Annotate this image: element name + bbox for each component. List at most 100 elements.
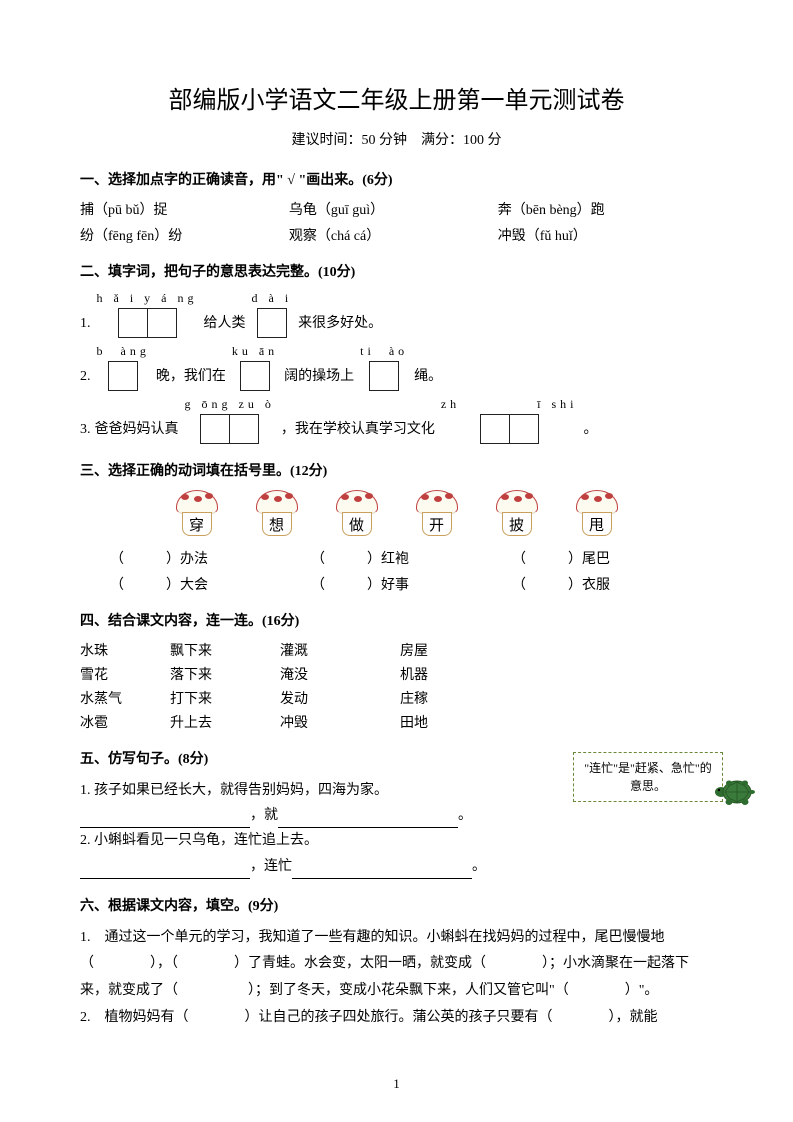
note-box: "连忙"是"赶紧、急忙"的意思。 (573, 752, 723, 802)
q2-text: 阔的操场上 (284, 365, 354, 385)
q4-cell: 灌溉 (280, 640, 400, 660)
char-box (480, 414, 510, 444)
q2-text: 爸爸妈妈认真 (95, 418, 179, 438)
pinyin-box: b àng (97, 344, 150, 391)
mushroom-dot (261, 494, 269, 500)
q2-container: 1. h ǎ i y á ng 给人类 d à i 来很多好处。 2. b àng 晚，我们在… (80, 291, 713, 444)
mushroom: 穿 (172, 490, 222, 536)
q5-end: 。 (458, 808, 472, 823)
mushroom-label: 做 (342, 512, 372, 536)
q2-text: 来很多好处。 (298, 312, 382, 332)
q6-p2: 2. 植物妈妈有（ ）让自己的孩子四处旅行。蒲公英的孩子只要有（ ），就能 (80, 1005, 713, 1032)
q2-num: 2. (80, 369, 91, 385)
pinyin-box: h ǎ i y á ng (97, 291, 198, 338)
q4-cell: 水蒸气 (80, 688, 170, 708)
q5-mid2: ，连忙 (250, 859, 292, 874)
q3-cell: （ ）红袍 (311, 548, 512, 568)
q3-cell: （ ）尾巴 (512, 548, 713, 568)
pinyin-label: h ǎ i y á ng (97, 291, 198, 306)
q4-grid: 水珠飘下来灌溉房屋雪花落下来淹没机器水蒸气打下来发动庄稼冰雹升上去冲毁田地 (80, 640, 713, 732)
q4-cell: 淹没 (280, 664, 400, 684)
char-boxes (108, 361, 138, 391)
mushroom: 开 (412, 490, 462, 536)
q1-item: 乌龟（guī guì） (289, 199, 498, 219)
mushroom-dot (525, 493, 533, 499)
mushroom-dot (605, 493, 613, 499)
char-box (200, 414, 230, 444)
q4-cell: 房屋 (400, 640, 500, 660)
mushroom-dot (354, 496, 362, 502)
mushroom-label: 穿 (182, 512, 212, 536)
q6-p1: 1. 通过这一个单元的学习，我知道了一些有趣的知识。小蝌蚪在找妈妈的过程中，尾巴… (80, 925, 713, 1005)
q2-line: 3.爸爸妈妈认真g ōng zu ò，我在学校认真学习文化zh ī shi。 (80, 397, 713, 444)
mushroom-dot (501, 494, 509, 500)
char-boxes (480, 414, 539, 444)
pinyin-box: ti ào (360, 344, 408, 391)
q6-head: 六、根据课文内容，填空。(9分) (80, 895, 713, 915)
q4-cell: 冰雹 (80, 712, 170, 732)
turtle-icon (711, 772, 757, 817)
pinyin-label: g ōng zu ò (185, 397, 275, 412)
mushroom: 想 (252, 490, 302, 536)
mushroom-dot (434, 496, 442, 502)
mushroom-dot (194, 496, 202, 502)
mushroom-label: 想 (262, 512, 292, 536)
q2-text: 绳。 (414, 365, 442, 385)
mushroom-dot (341, 494, 349, 500)
char-box (240, 361, 270, 391)
q4-cell: 升上去 (170, 712, 280, 732)
char-box (229, 414, 259, 444)
q1-item: 纷（fēng fēn）纷 (80, 225, 289, 245)
mushroom-dot (594, 496, 602, 502)
pinyin-label: d à i (252, 291, 293, 306)
char-boxes (118, 308, 177, 338)
q4-cell: 机器 (400, 664, 500, 684)
mushroom-dot (365, 493, 373, 499)
q4-cell: 飘下来 (170, 640, 280, 660)
q3-cell: （ ）好事 (311, 574, 512, 594)
q3-cell: （ ）衣服 (512, 574, 713, 594)
q2-head: 二、填字词，把句子的意思表达完整。(10分) (80, 261, 713, 281)
q3-grid: （ ）办法 （ ）红袍 （ ）尾巴 （ ）大会 （ ）好事 （ ）衣服 (110, 548, 713, 594)
q2-text: 给人类 (204, 312, 246, 332)
pinyin-box: d à i (252, 291, 293, 338)
mushroom-dot (181, 494, 189, 500)
q1-row-2: 纷（fēng fēn）纷 观察（chá cá） 冲毁（fǔ huǐ） (80, 225, 713, 245)
q5-blank2: ，连忙。 (80, 854, 713, 879)
char-box (118, 308, 148, 338)
mushroom-dot (445, 493, 453, 499)
pinyin-label: zh ī shi (441, 397, 578, 412)
char-box (369, 361, 399, 391)
mushroom-dot (421, 494, 429, 500)
q1-item: 冲毁（fǔ huǐ） (498, 225, 707, 245)
page-number: 1 (0, 1076, 793, 1092)
mushroom-dot (205, 493, 213, 499)
pinyin-label: ku ān (232, 344, 278, 359)
mushroom-dot (274, 496, 282, 502)
char-box (108, 361, 138, 391)
pinyin-label: ti ào (360, 344, 408, 359)
q2-num: 1. (80, 316, 91, 332)
q4-head: 四、结合课文内容，连一连。(16分) (80, 610, 713, 630)
q2-text: 晚，我们在 (156, 365, 226, 385)
char-boxes (240, 361, 270, 391)
q4-cell: 庄稼 (400, 688, 500, 708)
q5-mid: ，就 (250, 808, 278, 823)
char-box (257, 308, 287, 338)
q3-cell: （ ）大会 (110, 574, 311, 594)
mushroom-dot (581, 494, 589, 500)
pinyin-box: g ōng zu ò (185, 397, 275, 444)
q4-cell: 冲毁 (280, 712, 400, 732)
char-box (147, 308, 177, 338)
pinyin-label: b àng (97, 344, 150, 359)
q4-cell: 田地 (400, 712, 500, 732)
q4-cell: 打下来 (170, 688, 280, 708)
q1-row-1: 捕（pū bǔ）捉 乌龟（guī guì） 奔（bēn bèng）跑 (80, 199, 713, 219)
q4-cell: 雪花 (80, 664, 170, 684)
q1-item: 捕（pū bǔ）捉 (80, 199, 289, 219)
q1-head: 一、选择加点字的正确读音，用" √ "画出来。(6分) (80, 169, 713, 189)
pinyin-box: zh ī shi (441, 397, 578, 444)
q3-mushrooms: 穿想做开披甩 (80, 490, 713, 536)
pinyin-box: ku ān (232, 344, 278, 391)
q4-cell: 发动 (280, 688, 400, 708)
